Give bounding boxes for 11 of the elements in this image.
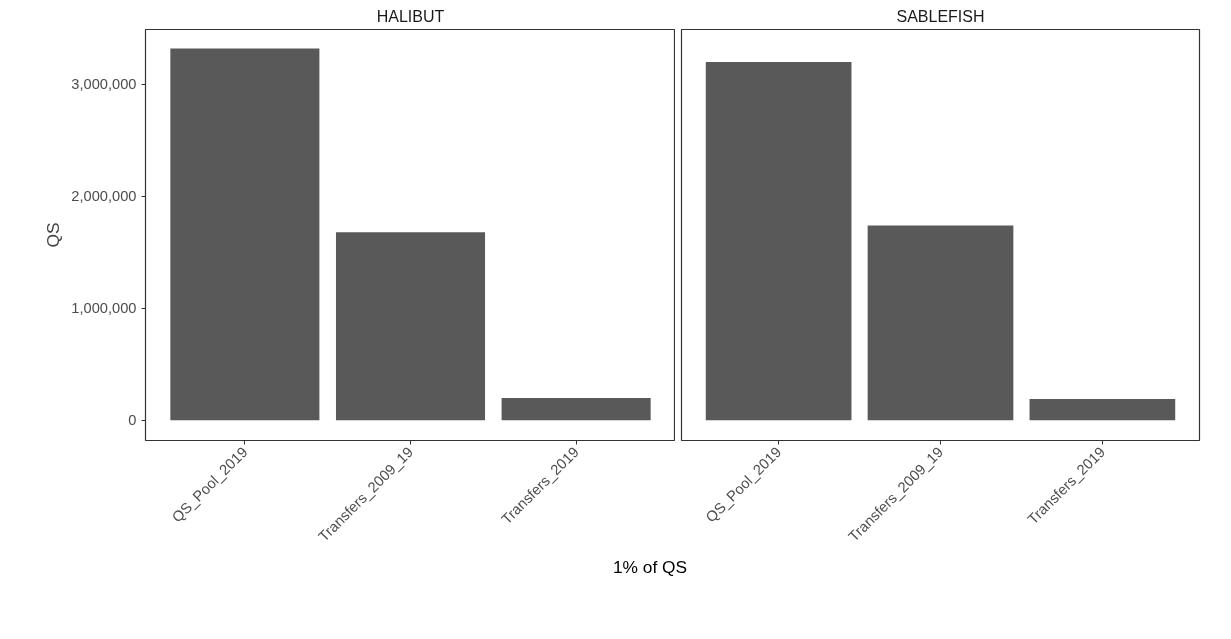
y-tick-label: 2,000,000 [71,188,137,205]
bar [335,232,486,421]
y-axis-title: QS [43,222,64,248]
y-tick-label: 1,000,000 [71,300,137,317]
bar [501,397,651,421]
x-axis-title: 1% of QS [612,556,688,579]
y-tick-label: 0 [128,412,137,429]
chart-title: HALIBUT [376,7,445,25]
y-tick-label: 3,000,000 [71,76,137,93]
chart-title: SABLEFISH [896,7,985,25]
bar [170,48,320,421]
